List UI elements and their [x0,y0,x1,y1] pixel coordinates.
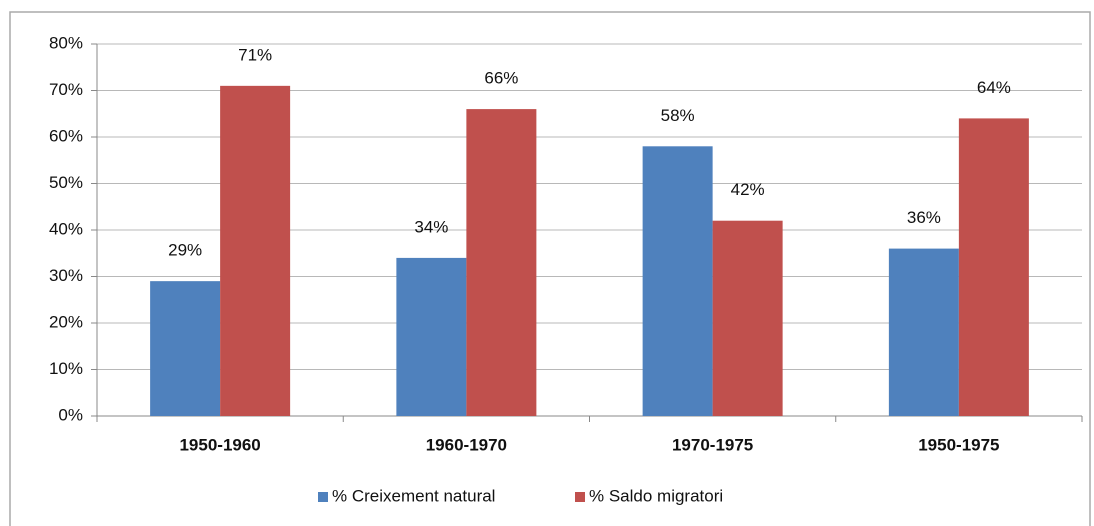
data-label: 71% [238,45,272,64]
data-label: 29% [168,241,202,260]
x-tick-label: 1970-1975 [672,435,753,454]
y-tick-label: 30% [49,266,83,285]
y-tick-label: 40% [49,219,83,238]
bar [150,281,221,416]
legend-label: % Saldo migratori [589,486,723,505]
bar [396,257,467,416]
chart-frame [9,11,1091,526]
legend-label: % Creixement natural [332,486,495,505]
x-tick-label: 1950-1975 [918,435,999,454]
data-label: 64% [977,78,1011,97]
bar [220,85,291,416]
x-tick-label: 1960-1970 [426,435,507,454]
y-tick-label: 10% [49,359,83,378]
y-tick-label: 20% [49,312,83,331]
x-tick-label: 1950-1960 [179,435,260,454]
y-tick-label: 70% [49,80,83,99]
bar [642,146,713,417]
data-label: 36% [907,208,941,227]
y-tick-label: 60% [49,126,83,145]
y-tick-label: 80% [49,33,83,52]
bar [888,248,959,416]
data-label: 58% [661,106,695,125]
bar [958,118,1029,417]
legend-swatch [318,492,328,502]
data-label: 42% [731,180,765,199]
data-label: 34% [414,217,448,236]
legend-swatch [575,492,585,502]
y-tick-label: 0% [58,405,83,424]
data-label: 66% [484,69,518,88]
y-tick-label: 50% [49,173,83,192]
bar [712,220,783,416]
bar [466,109,537,416]
